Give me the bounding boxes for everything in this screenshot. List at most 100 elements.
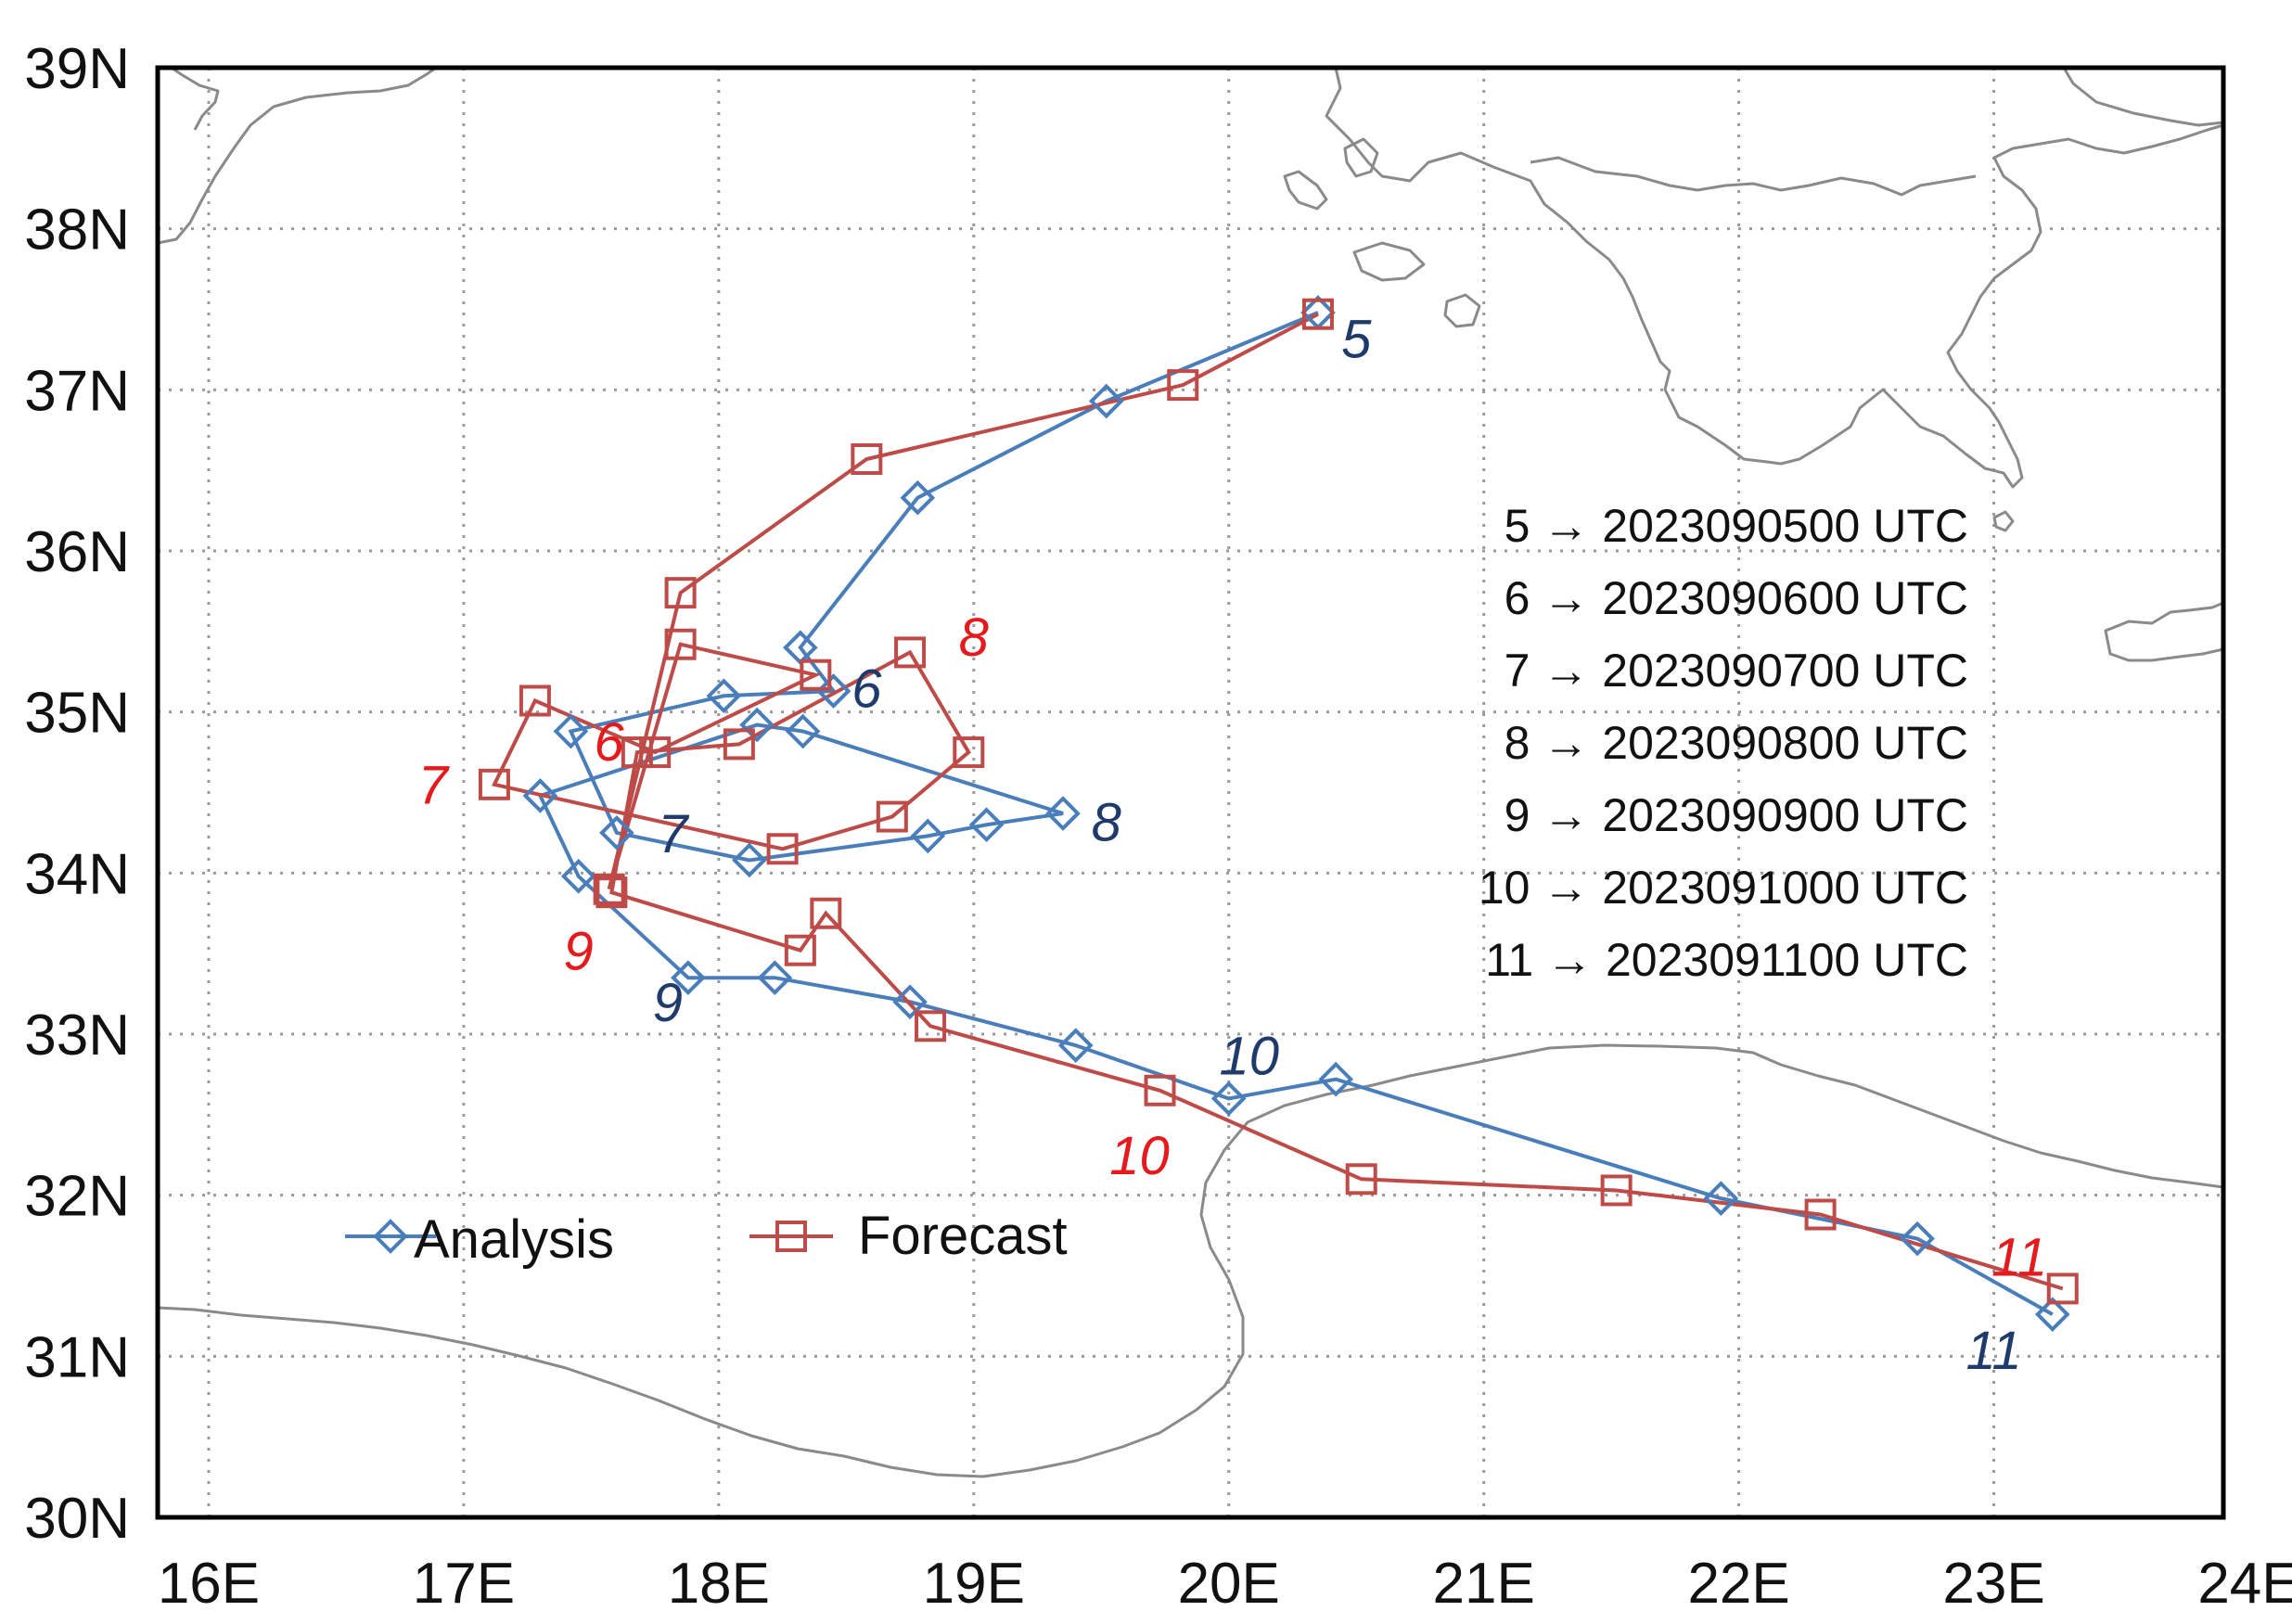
time-key-line-3: 7 → 2023090700 UTC — [1505, 645, 1968, 697]
time-key-line-5: 9 → 2023090900 UTC — [1505, 789, 1968, 841]
island-kefalonia — [1352, 241, 1426, 282]
forecast-day-label: 7 — [418, 756, 451, 816]
analysis-point — [1703, 1181, 1739, 1216]
coastlines — [158, 68, 2223, 1478]
x-tick-label: 18E — [668, 1552, 770, 1616]
island-corfu — [1283, 170, 1328, 211]
analysis-point — [671, 960, 706, 996]
x-tick-label: 21E — [1433, 1552, 1535, 1616]
forecast-point — [800, 659, 832, 691]
analysis-point — [1900, 1221, 1935, 1257]
plot-frame — [155, 65, 2226, 1520]
legend-forecast-marker — [775, 1221, 807, 1252]
coastline-italy-south — [171, 68, 220, 131]
forecast-point — [810, 897, 842, 929]
analysis-point — [1088, 383, 1124, 419]
legend-forecast-label: Forecast — [858, 1206, 1068, 1266]
forecast-markers — [478, 298, 2079, 1305]
forecast-point — [664, 577, 697, 609]
forecast-point — [639, 736, 672, 769]
analysis-point — [785, 713, 821, 749]
analysis-point — [732, 842, 767, 878]
forecast-point — [593, 873, 625, 905]
island-kythira — [1992, 510, 2015, 532]
analysis-day-label: 6 — [851, 659, 882, 719]
time-key-line-2: 6 → 2023090600 UTC — [1505, 572, 1968, 624]
analysis-day-label: 9 — [653, 973, 683, 1033]
legend: Analysis Forecast — [345, 1206, 1068, 1270]
analysis-point — [1057, 1028, 1094, 1063]
coastline-libya — [158, 1043, 2223, 1478]
x-tick-label: 16E — [158, 1552, 260, 1616]
tracks — [478, 295, 2079, 1333]
forecast-point — [851, 443, 883, 476]
analysis-point — [1300, 295, 1336, 330]
time-key: 5 → 2023090500 UTC 6 → 2023090600 UTC 7 … — [1479, 500, 1968, 986]
x-tick-label: 20E — [1178, 1552, 1280, 1616]
analysis-day-label: 10 — [1219, 1026, 1279, 1086]
forecast-day-label: 11 — [1991, 1228, 2047, 1288]
forecast-track-line — [492, 312, 2064, 1291]
forecast-point — [953, 736, 985, 769]
forecast-point — [1804, 1198, 1837, 1231]
analysis-markers — [522, 295, 2070, 1333]
forecast-point — [1144, 1074, 1176, 1106]
coastline-greece-mainland — [1325, 68, 2223, 489]
coastline-greece-inner — [1530, 156, 1977, 197]
y-tick-label: 39N — [24, 37, 130, 101]
gridlines — [158, 68, 2223, 1517]
island-lefkada — [1343, 137, 1379, 178]
analysis-day-label: 7 — [658, 804, 690, 864]
legend-analysis-label: Analysis — [414, 1209, 614, 1270]
coastline-italy-calabria — [158, 68, 437, 245]
forecast-point — [519, 684, 551, 717]
y-tick-label: 32N — [24, 1165, 130, 1229]
forecast-day-label: 8 — [959, 607, 989, 668]
analysis-point — [706, 678, 742, 714]
analysis-point — [968, 807, 1005, 843]
forecast-point — [894, 636, 927, 669]
time-key-line-6: 10 → 2023091000 UTC — [1479, 862, 1968, 914]
analysis-day-label: 5 — [1341, 310, 1372, 370]
forecast-point — [1301, 298, 1334, 330]
y-tick-label: 35N — [24, 682, 130, 746]
forecast-day-label: 6 — [595, 712, 625, 773]
forecast-day-label: 10 — [1109, 1126, 1170, 1186]
forecast-point — [595, 876, 628, 909]
x-tick-label: 19E — [923, 1552, 1025, 1616]
analysis-point — [2034, 1297, 2070, 1333]
legend-analysis-marker — [373, 1219, 408, 1254]
analysis-point — [900, 480, 936, 516]
forecast-point — [766, 833, 799, 865]
forecast-point — [1600, 1174, 1633, 1207]
analysis-day-label: 11 — [1965, 1321, 2021, 1381]
forecast-point — [915, 1010, 947, 1042]
forecast-point — [1167, 369, 1199, 402]
x-axis-ticks: 16E 17E 18E 19E 20E 21E 22E 23E 24E — [158, 1552, 2292, 1616]
analysis-track-line — [537, 311, 2054, 1316]
analysis-point — [739, 707, 775, 743]
coastline-italy-east — [2062, 68, 2223, 127]
y-tick-label: 37N — [24, 359, 130, 423]
island-crete — [2104, 601, 2223, 662]
analysis-point — [892, 984, 928, 1020]
analysis-point — [815, 673, 851, 709]
analysis-point — [522, 778, 558, 813]
forecast-point — [1345, 1163, 1377, 1196]
y-tick-label: 38N — [24, 198, 130, 262]
y-tick-label: 36N — [24, 520, 130, 584]
analysis-point — [757, 960, 793, 996]
analysis-point — [1210, 1081, 1247, 1117]
time-key-line-4: 8 → 2023090800 UTC — [1505, 717, 1968, 769]
y-tick-label: 34N — [24, 842, 130, 906]
y-tick-label: 31N — [24, 1325, 130, 1389]
forecast-point — [876, 800, 908, 833]
analysis-point — [553, 713, 589, 749]
x-tick-label: 23E — [1942, 1552, 2044, 1616]
analysis-point — [1318, 1061, 1354, 1097]
forecast-point — [478, 768, 510, 800]
forecast-day-label: 9 — [564, 922, 594, 982]
analysis-point — [599, 815, 634, 850]
